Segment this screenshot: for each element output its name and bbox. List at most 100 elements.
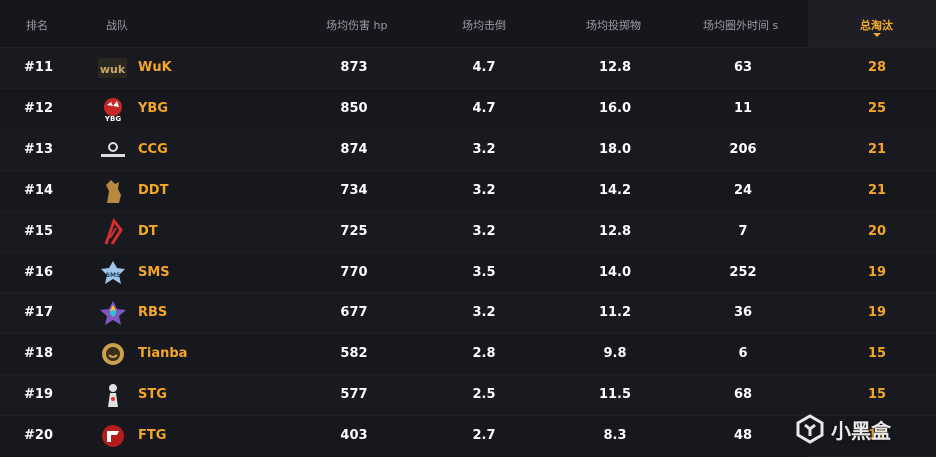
damage-cell: 677 bbox=[340, 305, 368, 321]
total-kills-cell: 15 bbox=[867, 387, 887, 403]
throwables-cell: 11.2 bbox=[598, 305, 632, 321]
header-kills[interactable]: 场均击倒 bbox=[462, 19, 506, 32]
table-row[interactable]: #14 DDT 734 3.2 14.2 24 21 bbox=[0, 169, 936, 211]
outside-time-cell: 7 bbox=[738, 223, 748, 239]
rank-cell: #17 bbox=[24, 305, 53, 321]
svg-text:YBG: YBG bbox=[103, 115, 120, 123]
throwables-cell: 12.8 bbox=[598, 223, 632, 239]
team-name-link[interactable]: YBG bbox=[138, 100, 168, 116]
outside-time-cell: 48 bbox=[733, 428, 753, 444]
watermark-text: 小黑盒 bbox=[831, 418, 891, 443]
table-row[interactable]: #18 Tianba 582 2.8 9.8 6 15 bbox=[0, 333, 936, 375]
team-name-link[interactable]: FTG bbox=[138, 428, 167, 444]
header-outside-time[interactable]: 场均圈外时间 s bbox=[703, 19, 779, 32]
kills-cell: 2.5 bbox=[472, 387, 496, 403]
table-row[interactable]: #13 CCG 874 3.2 18.0 206 21 bbox=[0, 128, 936, 170]
damage-cell: 874 bbox=[340, 141, 368, 157]
team-name-link[interactable]: DT bbox=[138, 223, 158, 239]
team-name-link[interactable]: CCG bbox=[138, 141, 168, 157]
damage-cell: 850 bbox=[340, 100, 368, 116]
team-name-link[interactable]: Tianba bbox=[138, 346, 188, 362]
damage-cell: 582 bbox=[340, 346, 368, 362]
header-team[interactable]: 战队 bbox=[106, 19, 128, 32]
table-row[interactable]: #11 wuk WuK 873 4.7 12.8 63 28 bbox=[0, 47, 936, 88]
team-logo-icon bbox=[97, 177, 128, 205]
sort-down-icon bbox=[873, 33, 881, 37]
throwables-cell: 11.5 bbox=[598, 387, 632, 403]
table-header: 排名 战队 场均伤害 hp 场均击倒 场均投掷物 场均圈外时间 s 总淘汰 bbox=[0, 0, 936, 47]
rank-cell: #18 bbox=[24, 346, 53, 362]
team-logo-icon bbox=[97, 340, 128, 368]
rank-cell: #14 bbox=[24, 182, 53, 198]
team-logo-icon: wuk bbox=[97, 54, 128, 82]
total-kills-cell: 28 bbox=[867, 60, 887, 75]
damage-cell: 734 bbox=[340, 182, 368, 198]
svg-text:wuk: wuk bbox=[100, 63, 126, 76]
kills-cell: 3.2 bbox=[472, 305, 496, 321]
throwables-cell: 18.0 bbox=[598, 141, 632, 157]
throwables-cell: 14.2 bbox=[598, 182, 632, 198]
outside-time-cell: 252 bbox=[729, 264, 757, 280]
watermark: 小黑盒 bbox=[795, 412, 891, 446]
total-kills-cell: 20 bbox=[867, 223, 887, 239]
rank-cell: #19 bbox=[24, 387, 53, 403]
table-row[interactable]: #15 DT 725 3.2 12.8 7 20 bbox=[0, 210, 936, 252]
kills-cell: 4.7 bbox=[472, 100, 496, 116]
team-logo-icon bbox=[97, 217, 128, 246]
team-logo-icon bbox=[97, 381, 128, 409]
svg-text:SMS: SMS bbox=[105, 272, 120, 279]
rank-cell: #15 bbox=[24, 223, 53, 239]
team-name-link[interactable]: WuK bbox=[138, 60, 172, 75]
table-row[interactable]: #19 STG 577 2.5 11.5 68 15 bbox=[0, 374, 936, 416]
outside-time-cell: 206 bbox=[729, 141, 757, 157]
outside-time-cell: 24 bbox=[733, 182, 753, 198]
team-logo-icon: SMS bbox=[97, 259, 128, 287]
kills-cell: 3.2 bbox=[472, 141, 496, 157]
kills-cell: 3.5 bbox=[472, 264, 496, 280]
damage-cell: 770 bbox=[340, 264, 368, 280]
outside-time-cell: 68 bbox=[733, 387, 753, 403]
team-name-link[interactable]: SMS bbox=[138, 264, 170, 280]
total-kills-cell: 19 bbox=[867, 264, 887, 280]
total-kills-cell: 12 bbox=[867, 428, 887, 444]
throwables-cell: 8.3 bbox=[603, 428, 627, 444]
team-name-link[interactable]: DDT bbox=[138, 182, 169, 198]
kills-cell: 3.2 bbox=[472, 223, 496, 239]
total-kills-cell: 15 bbox=[867, 346, 887, 362]
team-logo-icon: YBG bbox=[97, 95, 128, 123]
table-row[interactable]: #20 FTG 403 2.7 8.3 48 12 bbox=[0, 415, 936, 457]
table-row[interactable]: #16 SMS SMS 770 3.5 14.0 252 19 bbox=[0, 251, 936, 293]
damage-cell: 403 bbox=[340, 428, 368, 444]
outside-time-cell: 11 bbox=[733, 100, 753, 116]
header-throwables[interactable]: 场均投掷物 bbox=[586, 19, 641, 32]
xiaoheihe-logo-icon bbox=[796, 414, 824, 444]
total-kills-cell: 21 bbox=[867, 141, 887, 157]
team-logo-icon bbox=[97, 299, 128, 327]
team-name-link[interactable]: STG bbox=[138, 387, 167, 403]
throwables-cell: 12.8 bbox=[598, 60, 632, 75]
throwables-cell: 16.0 bbox=[598, 100, 632, 116]
team-logo-icon bbox=[97, 136, 128, 164]
header-rank[interactable]: 排名 bbox=[26, 19, 48, 32]
rank-cell: #16 bbox=[24, 264, 53, 280]
kills-cell: 3.2 bbox=[472, 182, 496, 198]
throwables-cell: 9.8 bbox=[603, 346, 627, 362]
outside-time-cell: 6 bbox=[738, 346, 748, 362]
rank-cell: #20 bbox=[24, 428, 53, 444]
rank-cell: #13 bbox=[24, 141, 53, 157]
damage-cell: 725 bbox=[340, 223, 368, 239]
table-row[interactable]: #17 RBS 677 3.2 11.2 36 19 bbox=[0, 292, 936, 334]
header-total-kills[interactable]: 总淘汰 bbox=[860, 19, 893, 32]
team-name-link[interactable]: RBS bbox=[138, 305, 168, 321]
damage-cell: 577 bbox=[340, 387, 368, 403]
total-kills-cell: 21 bbox=[867, 182, 887, 198]
kills-cell: 2.7 bbox=[472, 428, 496, 444]
table-row[interactable]: #12 YBG YBG 850 4.7 16.0 11 25 bbox=[0, 87, 936, 129]
kills-cell: 4.7 bbox=[472, 60, 496, 75]
header-damage[interactable]: 场均伤害 hp bbox=[326, 19, 388, 32]
damage-cell: 873 bbox=[340, 60, 368, 75]
outside-time-cell: 63 bbox=[733, 60, 753, 75]
rank-cell: #11 bbox=[24, 60, 53, 75]
outside-time-cell: 36 bbox=[733, 305, 753, 321]
